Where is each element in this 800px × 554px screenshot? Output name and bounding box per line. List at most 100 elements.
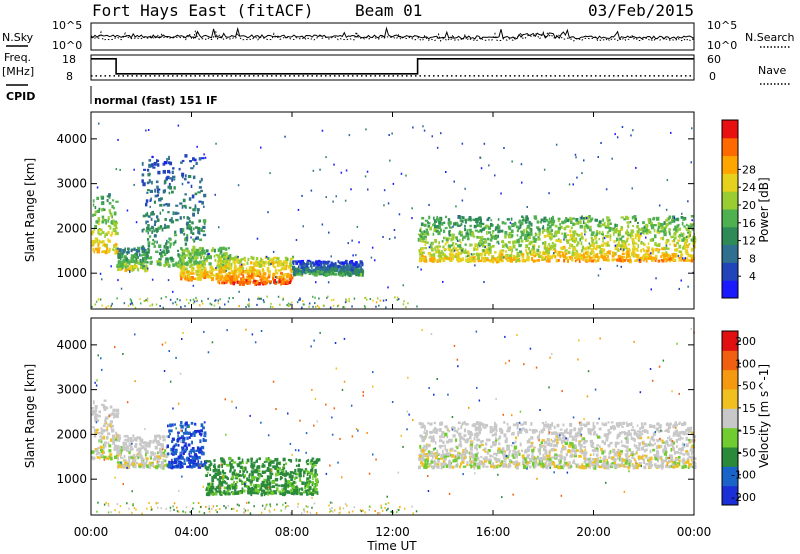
echo-cell xyxy=(110,425,113,430)
echo-cell xyxy=(134,445,137,448)
echo-cell xyxy=(179,258,183,263)
isolated-echo-cell xyxy=(687,200,689,203)
echo-cell xyxy=(439,444,442,449)
ground-scatter-cell xyxy=(288,304,291,307)
echo-cell xyxy=(314,266,319,271)
isolated-echo-cell xyxy=(649,252,652,255)
echo-cell xyxy=(154,434,157,438)
echo-cell xyxy=(433,430,437,434)
echo-cell xyxy=(422,232,424,236)
echo-cell xyxy=(547,254,550,259)
isolated-echo-cell xyxy=(325,196,327,199)
echo-cell xyxy=(496,259,499,264)
echo-cell xyxy=(279,492,283,496)
echo-cell xyxy=(419,229,421,232)
echo-cell xyxy=(513,240,517,244)
echo-cell xyxy=(114,414,117,418)
echo-cell xyxy=(167,435,170,438)
isolated-echo-cell xyxy=(358,241,360,244)
echo-cell xyxy=(529,250,531,254)
nsearch-label: N.Search xyxy=(745,31,795,44)
echo-cell xyxy=(310,471,314,475)
echo-cell xyxy=(606,226,610,229)
echo-cell xyxy=(91,456,93,460)
echo-cell xyxy=(434,250,439,253)
echo-cell xyxy=(169,245,172,249)
echo-cell xyxy=(147,215,151,218)
echo-cell xyxy=(609,251,611,255)
echo-cell xyxy=(483,238,487,241)
echo-cell xyxy=(633,443,636,448)
echo-cell xyxy=(226,463,230,467)
isolated-echo-cell xyxy=(237,184,240,187)
echo-cell xyxy=(205,260,208,263)
echo-cell xyxy=(509,257,513,261)
echo-cell xyxy=(186,456,190,460)
echo-cell xyxy=(217,468,221,472)
echo-cell xyxy=(145,229,149,233)
echo-cell xyxy=(129,446,133,449)
echo-cell xyxy=(670,437,673,441)
echo-cell xyxy=(598,221,600,225)
isolated-echo-cell xyxy=(387,286,389,289)
echo-cell xyxy=(516,234,519,237)
echo-cell xyxy=(477,259,480,263)
echo-cell xyxy=(228,254,231,259)
isolated-echo-cell xyxy=(310,189,313,192)
echo-cell xyxy=(464,224,466,228)
echo-cell xyxy=(283,279,286,282)
echo-cell xyxy=(220,257,222,261)
echo-cell xyxy=(272,465,276,469)
isolated-echo-cell xyxy=(574,153,577,156)
echo-cell xyxy=(186,237,188,242)
echo-cell xyxy=(534,233,538,236)
echo-cell xyxy=(561,232,564,235)
echo-cell xyxy=(143,462,148,465)
echo-cell xyxy=(242,274,245,279)
ground-scatter-cell xyxy=(353,297,356,300)
echo-cell xyxy=(603,221,606,225)
echo-cell xyxy=(243,483,247,487)
ground-scatter-cell xyxy=(257,296,260,299)
ground-scatter-cell xyxy=(308,305,310,308)
echo-cell xyxy=(285,470,288,474)
echo-cell xyxy=(656,438,659,443)
isolated-echo-cell xyxy=(301,194,303,197)
echo-cell xyxy=(518,452,521,456)
isolated-echo-cell xyxy=(135,221,138,224)
echo-cell xyxy=(526,253,529,256)
echo-cell xyxy=(262,261,266,264)
isolated-echo-cell xyxy=(673,216,676,219)
echo-cell xyxy=(628,423,632,426)
echo-cell xyxy=(127,268,130,271)
echo-cell xyxy=(657,222,660,226)
echo-cell xyxy=(433,256,436,260)
echo-cell xyxy=(684,246,688,249)
colorbar-swatch xyxy=(722,137,738,157)
echo-cell xyxy=(279,275,282,279)
echo-cell xyxy=(496,240,500,244)
echo-cell xyxy=(117,252,121,256)
colorbar-tick-label: 28 xyxy=(742,163,756,176)
echo-cell xyxy=(117,464,121,468)
echo-cell xyxy=(149,189,153,193)
echo-cell xyxy=(181,455,184,458)
echo-cell xyxy=(223,480,226,484)
echo-cell xyxy=(255,460,258,463)
echo-cell xyxy=(541,230,544,234)
echo-cell xyxy=(107,216,110,220)
isolated-echo-cell xyxy=(666,179,669,182)
echo-cell xyxy=(202,219,207,223)
echo-cell xyxy=(536,226,540,229)
echo-cell xyxy=(645,259,648,263)
echo-cell xyxy=(195,256,199,259)
echo-cell xyxy=(238,260,242,264)
echo-cell xyxy=(202,249,206,253)
echo-cell xyxy=(135,437,138,442)
echo-cell xyxy=(588,215,591,219)
echo-cell xyxy=(191,276,194,279)
echo-cell xyxy=(563,258,566,263)
echo-cell xyxy=(150,451,154,455)
echo-cell xyxy=(636,465,639,470)
echo-cell xyxy=(186,234,189,238)
